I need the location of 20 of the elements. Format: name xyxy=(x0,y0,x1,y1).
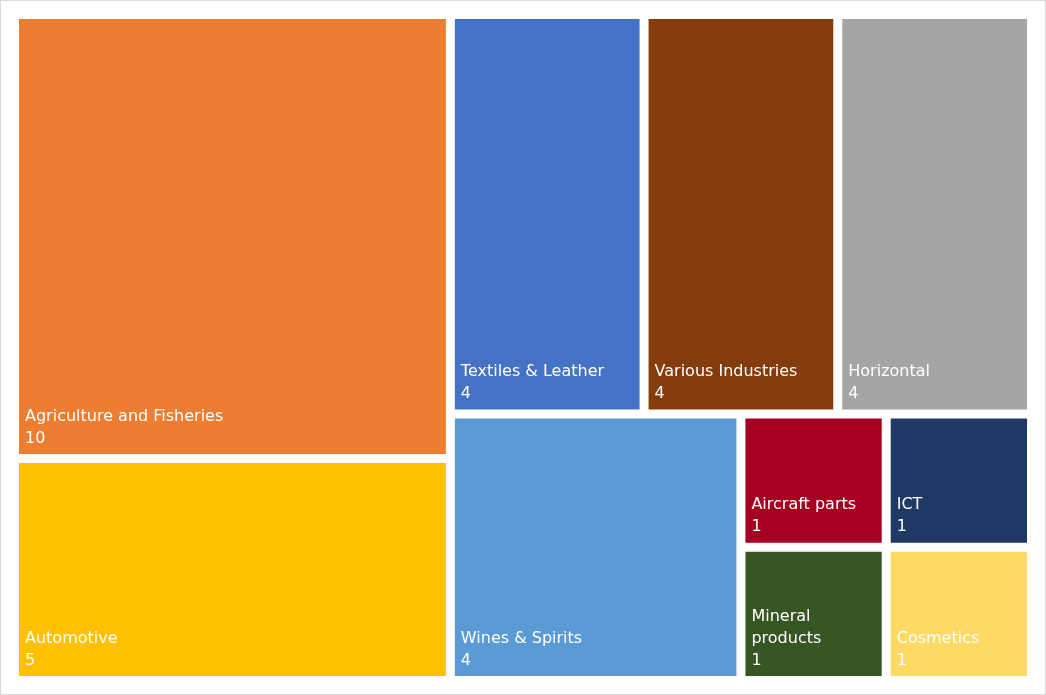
category-label: Horizontal xyxy=(848,361,930,381)
data-label: 1 xyxy=(751,516,762,536)
data-label: 1 xyxy=(751,649,762,669)
category-label: Textiles & Leather xyxy=(459,361,605,381)
category-label: Aircraft parts xyxy=(751,494,857,514)
category-label: Mineral products xyxy=(751,605,822,647)
data-label: 10 xyxy=(25,427,46,447)
category-label: ICT xyxy=(896,494,923,514)
data-label: 1 xyxy=(896,649,907,669)
data-label: 5 xyxy=(25,649,36,669)
data-label: 4 xyxy=(460,383,472,403)
data-label: 4 xyxy=(654,383,665,403)
category-label: Agriculture and Fisheries xyxy=(25,405,224,425)
data-label: 4 xyxy=(460,649,472,669)
category-label: Various Industries xyxy=(654,361,798,381)
data-label: 4 xyxy=(848,383,859,403)
category-label: Wines & Spirits xyxy=(460,627,583,647)
data-label: 1 xyxy=(896,516,907,536)
category-label: Cosmetics xyxy=(896,627,980,647)
category-label: Automotive xyxy=(25,627,118,647)
